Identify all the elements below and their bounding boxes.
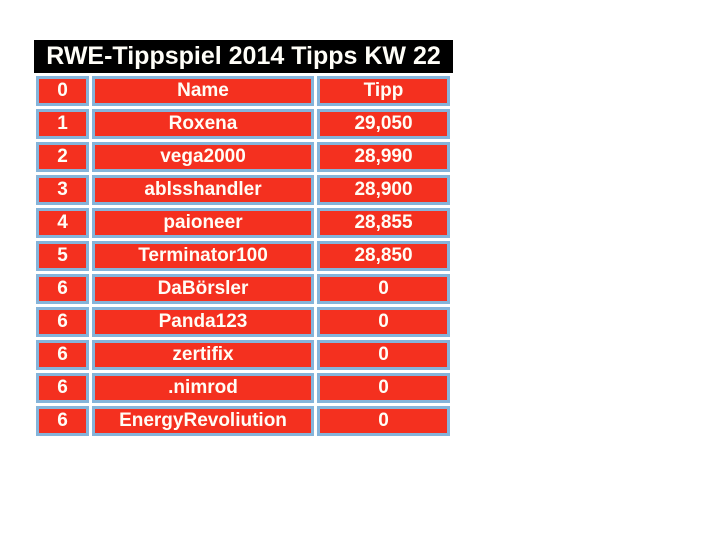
cell-rank: 6 [36,406,89,436]
header-cell-name: Name [92,76,314,106]
cell-tipp: 0 [317,274,450,304]
header-cell-rank: 0 [36,76,89,106]
cell-tipp: 28,850 [317,241,450,271]
table-row: 6 zertifix 0 [36,340,450,370]
cell-rank: 6 [36,307,89,337]
cell-tipp: 0 [317,373,450,403]
page-title: RWE-Tippspiel 2014 Tipps KW 22 [34,40,453,73]
cell-rank: 1 [36,109,89,139]
cell-name: .nimrod [92,373,314,403]
cell-rank: 5 [36,241,89,271]
cell-name: Roxena [92,109,314,139]
cell-name: ablsshandler [92,175,314,205]
cell-name: zertifix [92,340,314,370]
table-header-row: 0 Name Tipp [36,76,450,106]
cell-tipp: 28,990 [317,142,450,172]
cell-tipp: 0 [317,307,450,337]
cell-rank: 4 [36,208,89,238]
cell-tipp: 29,050 [317,109,450,139]
cell-rank: 6 [36,274,89,304]
cell-name: vega2000 [92,142,314,172]
header-cell-tipp: Tipp [317,76,450,106]
tipp-ranking-block: RWE-Tippspiel 2014 Tipps KW 22 0 Name Ti… [33,40,453,439]
table-row: 5 Terminator100 28,850 [36,241,450,271]
table-row: 6 EnergyRevoliution 0 [36,406,450,436]
cell-name: Terminator100 [92,241,314,271]
cell-name: paioneer [92,208,314,238]
tipp-table: 0 Name Tipp 1 Roxena 29,050 2 vega2000 2… [33,73,453,439]
cell-rank: 3 [36,175,89,205]
cell-tipp: 28,855 [317,208,450,238]
cell-tipp: 0 [317,340,450,370]
table-row: 6 Panda123 0 [36,307,450,337]
table-row: 4 paioneer 28,855 [36,208,450,238]
cell-rank: 6 [36,340,89,370]
table-row: 6 .nimrod 0 [36,373,450,403]
cell-tipp: 0 [317,406,450,436]
cell-name: EnergyRevoliution [92,406,314,436]
cell-name: DaBörsler [92,274,314,304]
table-row: 2 vega2000 28,990 [36,142,450,172]
table-row: 6 DaBörsler 0 [36,274,450,304]
cell-name: Panda123 [92,307,314,337]
cell-rank: 6 [36,373,89,403]
cell-tipp: 28,900 [317,175,450,205]
cell-rank: 2 [36,142,89,172]
table-row: 3 ablsshandler 28,900 [36,175,450,205]
table-row: 1 Roxena 29,050 [36,109,450,139]
